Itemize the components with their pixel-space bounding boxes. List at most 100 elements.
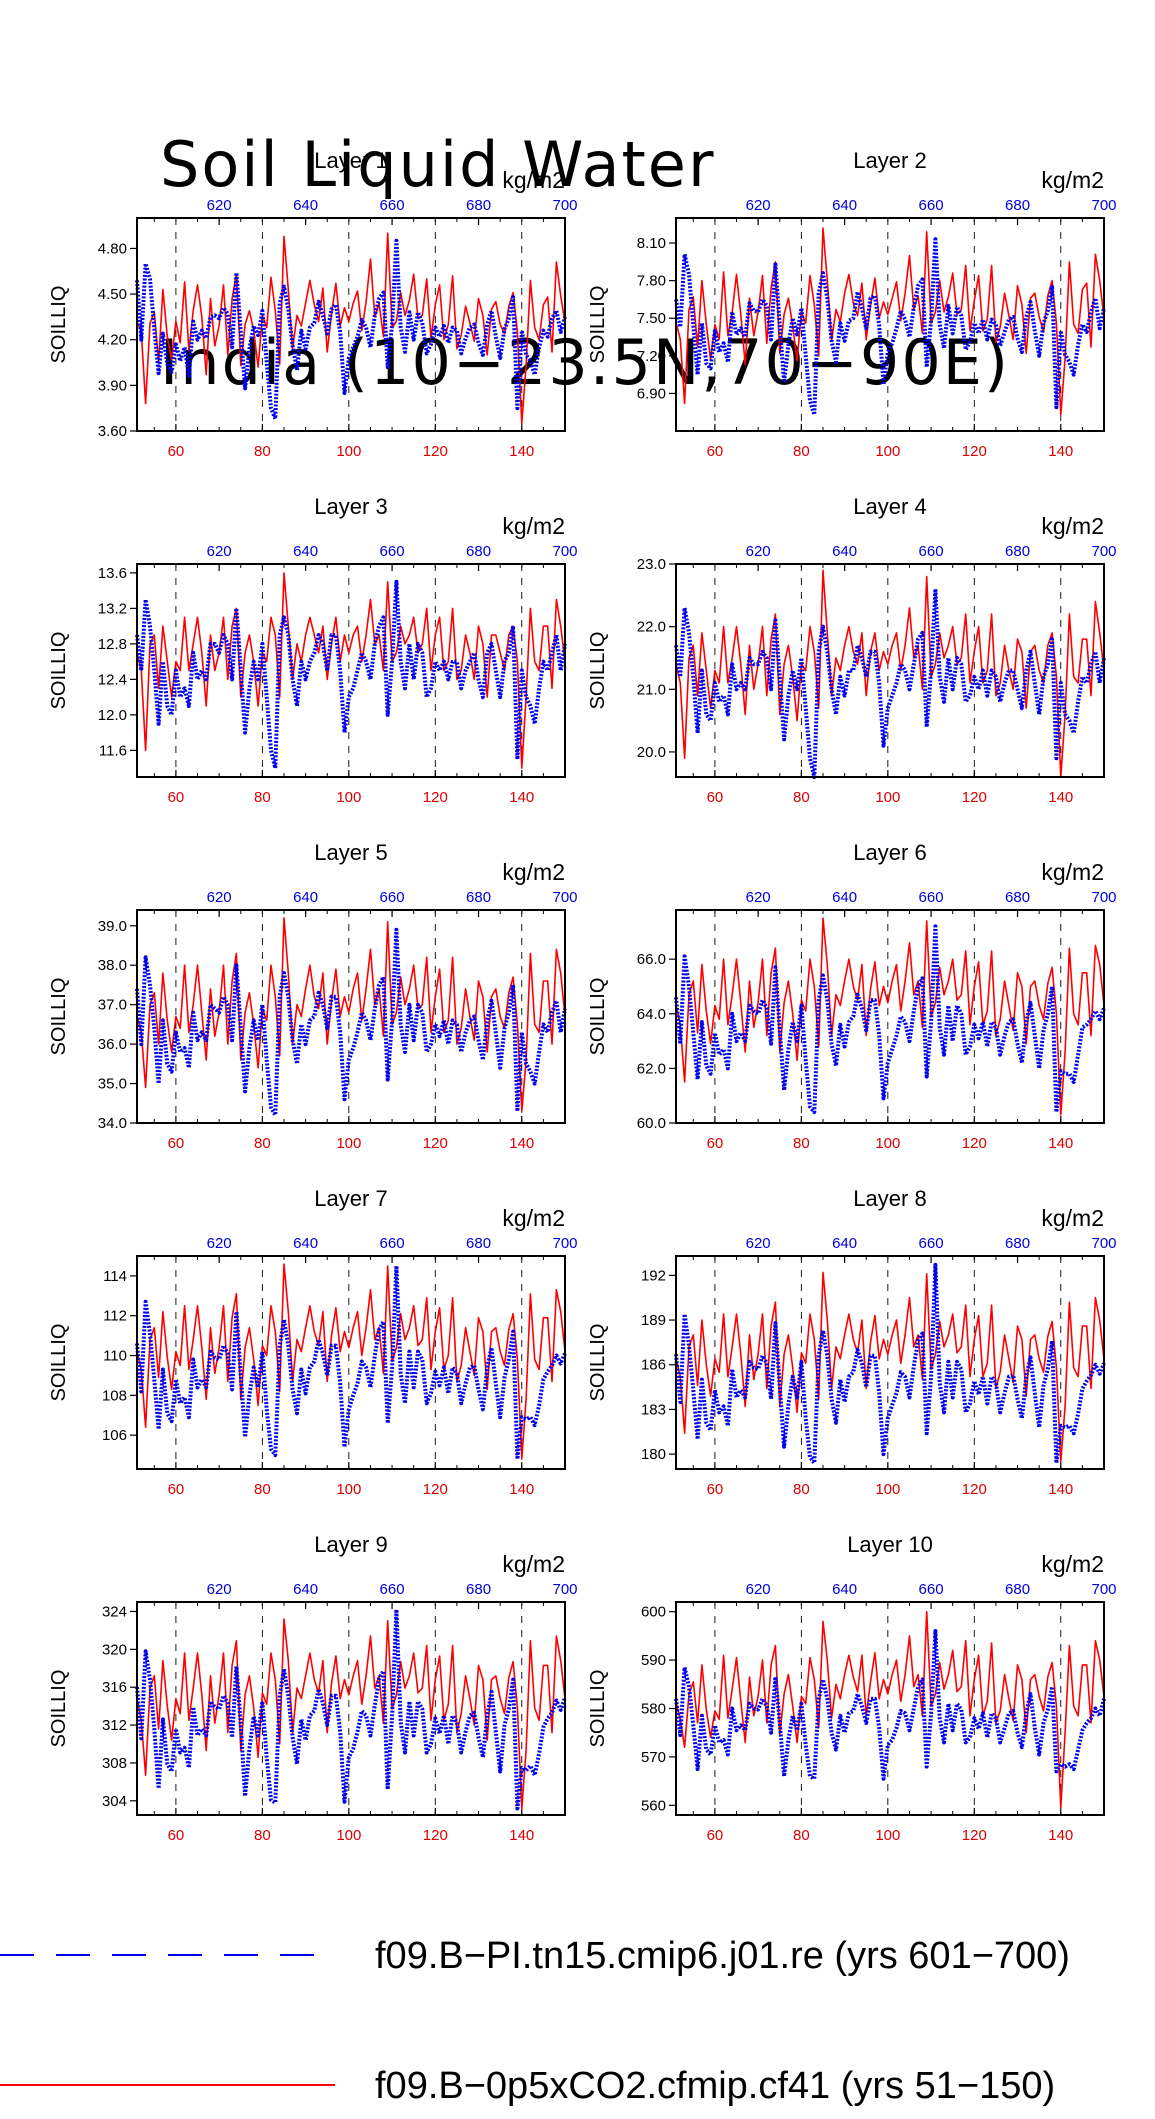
x-tick-label: 80: [254, 1827, 271, 1844]
series-blue-line: [674, 1262, 1106, 1465]
chart-title: Layer 1: [314, 148, 387, 173]
y-tick-label: 110: [103, 1348, 127, 1365]
x-tick-label: 80: [793, 1135, 810, 1152]
top-x-tick-label: 700: [1091, 1581, 1116, 1598]
y-axis-label: SOILLIQ: [48, 978, 70, 1056]
y-tick-label: 6.90: [637, 385, 666, 402]
x-tick-label: 120: [962, 1481, 987, 1498]
series-blue-line: [135, 1264, 567, 1461]
top-x-tick-label: 700: [552, 543, 577, 560]
series-red-line: [675, 1610, 1105, 1809]
y-tick-label: 600: [641, 1604, 666, 1621]
chart-panel: Layer 4 kg/m2 620 640 660 680 700 60 80 100 120 140…: [587, 494, 1117, 806]
y-tick-label: 13.2: [98, 600, 127, 617]
top-x-tick-label: 680: [466, 197, 491, 214]
top-x-tick-label: 660: [919, 1235, 944, 1252]
plot-frame: [136, 217, 566, 432]
top-x-tick-label: 620: [207, 543, 232, 560]
chart-panel: Layer 10 kg/m2 620 640 660 680 700 60 80 100 120 14…: [587, 1532, 1117, 1844]
x-tick-label: 140: [1048, 789, 1073, 806]
y-axis-label: SOILLIQ: [48, 1670, 70, 1748]
y-tick-label: 304: [102, 1793, 127, 1810]
y-tick-label: 320: [102, 1641, 127, 1658]
y-tick-label: 64.0: [637, 1006, 666, 1023]
chart-title: Layer 8: [853, 1186, 926, 1211]
x-tick-label: 140: [509, 443, 534, 460]
x-tick-label: 140: [509, 1827, 534, 1844]
y-axis-label: SOILLIQ: [48, 286, 70, 364]
y-tick-label: 183: [641, 1401, 666, 1418]
chart-panel: Layer 3 kg/m2 620 640 660 680 700 60 80 100 120 140…: [48, 494, 578, 806]
y-tick-label: 21.0: [637, 681, 666, 698]
y-tick-label: 7.20: [637, 348, 666, 365]
y-tick-label: 4.50: [98, 286, 127, 303]
top-x-tick-label: 640: [832, 1581, 857, 1598]
x-tick-label: 60: [707, 443, 724, 460]
y-tick-label: 114: [103, 1268, 127, 1285]
x-tick-label: 140: [1048, 1481, 1073, 1498]
x-tick-label: 100: [336, 1135, 361, 1152]
top-x-tick-label: 640: [832, 889, 857, 906]
series-blue-line: [674, 587, 1106, 779]
units-label: kg/m2: [502, 167, 565, 193]
chart-title: Layer 2: [853, 148, 926, 173]
y-tick-label: 3.90: [98, 377, 127, 394]
top-x-tick-label: 680: [466, 543, 491, 560]
y-tick-label: 12.8: [98, 636, 127, 653]
series-red-line: [675, 569, 1105, 778]
x-tick-label: 80: [254, 443, 271, 460]
top-x-tick-label: 620: [207, 1581, 232, 1598]
x-tick-label: 80: [793, 443, 810, 460]
units-label: kg/m2: [1041, 859, 1104, 885]
x-tick-label: 60: [707, 1481, 724, 1498]
y-axis-label: SOILLIQ: [587, 1670, 609, 1748]
y-tick-label: 106: [102, 1427, 127, 1444]
y-axis-label: SOILLIQ: [587, 286, 609, 364]
top-x-tick-label: 620: [207, 1235, 232, 1252]
top-x-tick-label: 680: [466, 889, 491, 906]
plot-frame: [675, 563, 1105, 778]
chart-title: Layer 9: [314, 1532, 387, 1557]
top-x-tick-label: 660: [919, 543, 944, 560]
top-x-tick-label: 700: [1091, 543, 1116, 560]
top-x-tick-label: 620: [746, 1235, 771, 1252]
plot-frame: [675, 1255, 1105, 1470]
plot-frame: [136, 909, 566, 1124]
series-blue-line: [674, 1629, 1106, 1781]
y-tick-label: 12.4: [98, 671, 127, 688]
units-label: kg/m2: [1041, 1205, 1104, 1231]
series-red-line: [136, 917, 566, 1112]
x-tick-label: 120: [423, 789, 448, 806]
x-tick-label: 140: [509, 1135, 534, 1152]
units-label: kg/m2: [1041, 513, 1104, 539]
top-x-tick-label: 620: [207, 889, 232, 906]
y-tick-label: 4.20: [98, 332, 127, 349]
series-blue-line: [135, 238, 567, 421]
y-tick-label: 108: [102, 1387, 127, 1404]
y-axis-label: SOILLIQ: [48, 632, 70, 710]
y-tick-label: 186: [641, 1357, 666, 1374]
y-tick-label: 11.6: [99, 742, 127, 759]
y-tick-label: 7.80: [637, 273, 666, 290]
x-tick-label: 140: [509, 1481, 534, 1498]
top-x-tick-label: 620: [746, 543, 771, 560]
top-x-tick-label: 680: [1005, 197, 1030, 214]
units-label: kg/m2: [502, 1551, 565, 1577]
x-tick-label: 80: [793, 1481, 810, 1498]
x-tick-label: 100: [336, 443, 361, 460]
series-red-line: [675, 1271, 1105, 1463]
y-tick-label: 34.0: [98, 1115, 127, 1132]
top-x-tick-label: 700: [552, 889, 577, 906]
legend-label: f09.B−PI.tn15.cmip6.j01.re (yrs 601−700): [375, 1935, 1070, 1977]
chart-title: Layer 4: [853, 494, 926, 519]
top-x-tick-label: 660: [380, 543, 405, 560]
series-blue-line: [135, 579, 567, 771]
top-x-tick-label: 640: [832, 543, 857, 560]
x-tick-label: 60: [168, 1481, 185, 1498]
x-tick-label: 120: [962, 443, 987, 460]
top-x-tick-label: 680: [466, 1581, 491, 1598]
top-x-tick-label: 620: [746, 889, 771, 906]
legend: f09.B−PI.tn15.cmip6.j01.re (yrs 601−700)…: [0, 1935, 1070, 2107]
x-tick-label: 140: [1048, 1827, 1073, 1844]
top-x-tick-label: 620: [746, 1581, 771, 1598]
